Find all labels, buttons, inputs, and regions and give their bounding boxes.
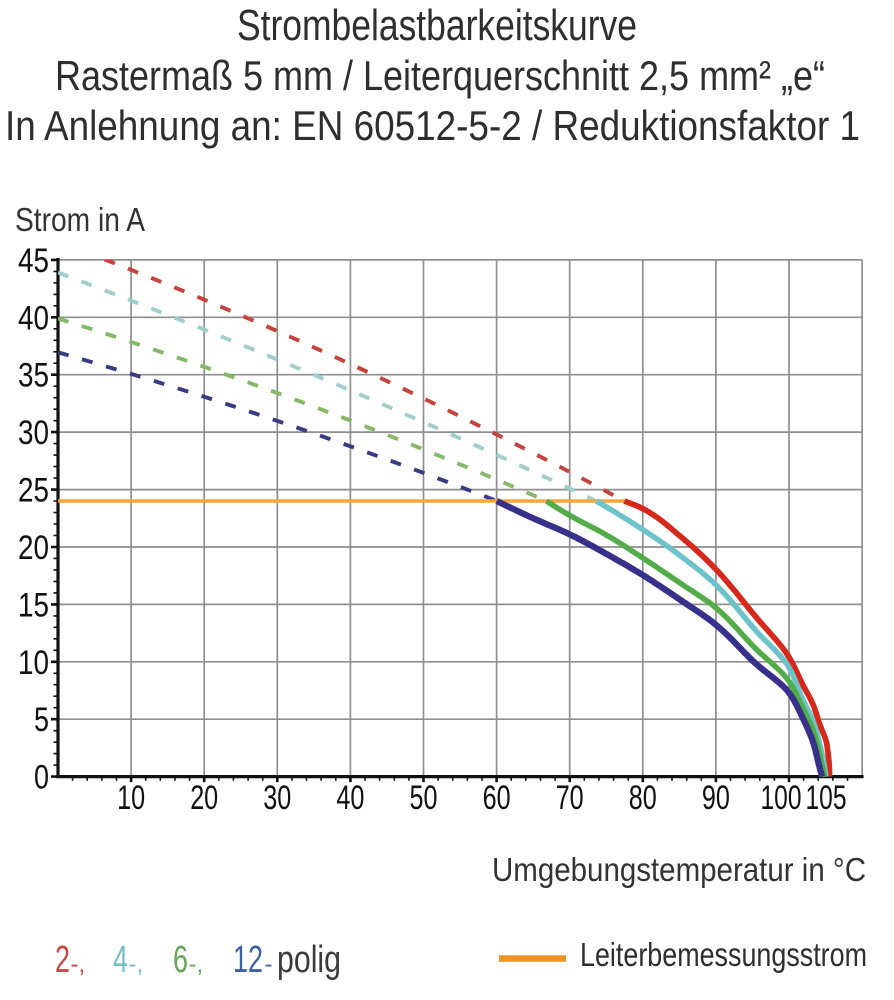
svg-text:35: 35 [18, 357, 49, 395]
svg-text:30: 30 [263, 779, 291, 817]
svg-text:40: 40 [18, 299, 49, 337]
svg-text:80: 80 [629, 779, 657, 817]
svg-text:60: 60 [483, 779, 511, 817]
svg-text:15: 15 [18, 586, 49, 624]
svg-text:In Anlehnung an: EN 60512-5-2: In Anlehnung an: EN 60512-5-2 / Reduktio… [5, 102, 860, 149]
svg-text:20: 20 [18, 529, 49, 567]
svg-text:-,: -, [129, 951, 144, 978]
svg-text:Strombelastbarkeitskurve: Strombelastbarkeitskurve [237, 1, 637, 50]
svg-text:Umgebungstemperatur in °C: Umgebungstemperatur in °C [492, 851, 866, 888]
svg-text:6: 6 [173, 939, 188, 981]
svg-text:20: 20 [190, 779, 218, 817]
svg-text:45: 45 [18, 242, 49, 280]
svg-text:-,: -, [189, 951, 204, 978]
svg-text:Rastermaß 5 mm / Leiterquersch: Rastermaß 5 mm / Leiterquerschnitt 2,5 m… [55, 52, 825, 99]
svg-text:4: 4 [113, 939, 128, 981]
svg-text:70: 70 [556, 779, 584, 817]
svg-text:50: 50 [410, 779, 438, 817]
svg-text:5: 5 [34, 701, 49, 739]
svg-text:10: 10 [117, 779, 145, 817]
svg-text:10: 10 [18, 644, 49, 682]
svg-text:40: 40 [336, 779, 364, 817]
svg-text:Strom in A: Strom in A [15, 201, 145, 238]
svg-text:25: 25 [18, 472, 49, 510]
svg-text:polig: polig [277, 939, 341, 981]
svg-text:2: 2 [55, 939, 70, 981]
svg-text:105: 105 [806, 779, 847, 817]
svg-text:-: - [265, 951, 273, 978]
svg-text:12: 12 [233, 939, 263, 981]
svg-text:Leiterbemessungsstrom: Leiterbemessungsstrom [580, 936, 867, 973]
svg-text:30: 30 [18, 414, 49, 452]
svg-text:90: 90 [702, 779, 730, 817]
svg-text:0: 0 [34, 759, 49, 797]
svg-text:100: 100 [761, 779, 802, 817]
svg-text:-,: -, [71, 951, 86, 978]
